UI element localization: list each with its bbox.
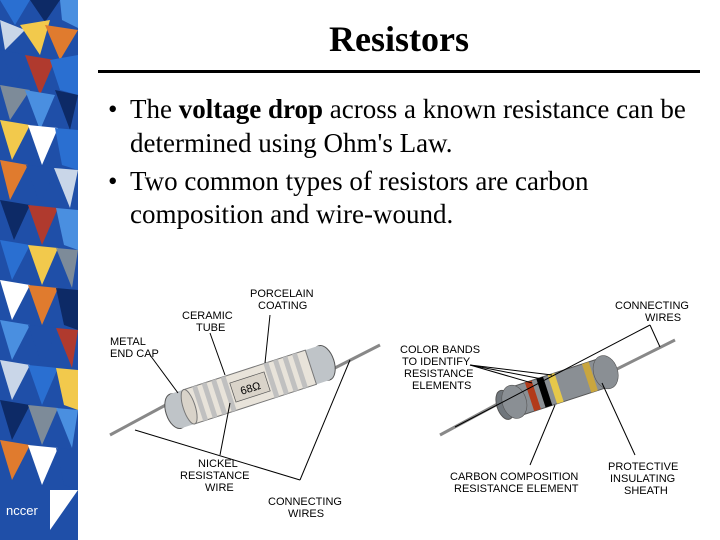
- title-rule: [98, 70, 700, 73]
- bullet-list: The voltage drop across a known resistan…: [98, 93, 700, 232]
- carbon-resistor: CONNECTING WIRES COLOR BANDS TO IDENTIFY…: [400, 300, 689, 497]
- bullet-1-bold: voltage drop: [179, 94, 323, 124]
- label-sheath-2: INSULATING: [610, 473, 675, 485]
- sidebar-mosaic: nccer: [0, 0, 78, 540]
- label-bands-2: TO IDENTIFY: [402, 356, 471, 368]
- label-carbon-2: RESISTANCE ELEMENT: [454, 483, 579, 495]
- slide-title: Resistors: [98, 18, 700, 60]
- label-porcelain: PORCELAIN: [250, 288, 314, 300]
- label-connecting-r: CONNECTING: [615, 300, 689, 312]
- label-porcelain-2: COATING: [258, 300, 307, 312]
- label-connecting-l: CONNECTING: [268, 496, 342, 508]
- label-bands-4: ELEMENTS: [412, 380, 471, 392]
- label-connecting-l2: WIRES: [288, 508, 324, 520]
- label-connecting-r2: WIRES: [645, 312, 681, 324]
- wirewound-resistor: 68Ω PORCELAIN COATING CERAMIC TUBE METAL…: [110, 288, 380, 520]
- bullet-2-pre: Two common types of resistors are carbon…: [130, 166, 589, 230]
- bullet-2: Two common types of resistors are carbon…: [108, 165, 700, 233]
- label-ceramic: CERAMIC: [182, 310, 233, 322]
- label-carbon: CARBON COMPOSITION: [450, 471, 578, 483]
- bullet-1: The voltage drop across a known resistan…: [108, 93, 700, 161]
- label-ceramic-2: TUBE: [196, 322, 225, 334]
- label-nickel-2: RESISTANCE: [180, 470, 249, 482]
- resistor-figures: 68Ω PORCELAIN COATING CERAMIC TUBE METAL…: [90, 275, 710, 535]
- label-bands-3: RESISTANCE: [404, 368, 473, 380]
- label-sheath-3: SHEATH: [624, 485, 668, 497]
- label-endcap: METAL: [110, 336, 146, 348]
- bullet-1-pre: The: [130, 94, 179, 124]
- label-bands: COLOR BANDS: [400, 344, 480, 356]
- label-endcap-2: END CAP: [110, 348, 159, 360]
- label-sheath: PROTECTIVE: [608, 461, 678, 473]
- label-nickel-3: WIRE: [205, 482, 234, 494]
- logo-text: nccer: [6, 503, 38, 518]
